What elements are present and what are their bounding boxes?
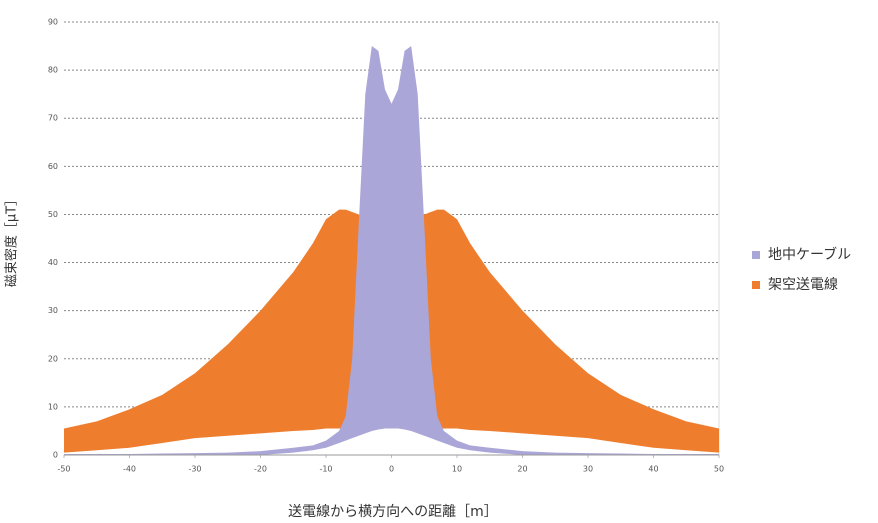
legend-swatch <box>752 281 760 289</box>
legend-swatch <box>752 251 760 259</box>
x-tick-label: 40 <box>648 465 658 474</box>
y-tick-label: 90 <box>48 18 58 27</box>
y-tick-label: 20 <box>48 354 58 363</box>
y-tick-label: 70 <box>48 114 58 123</box>
legend-label: 架空送電線 <box>768 277 838 293</box>
y-axis-label: 磁束密度［μT］ <box>4 193 20 287</box>
x-tick-label: -40 <box>123 465 136 474</box>
x-tick-label: 50 <box>714 465 724 474</box>
x-tick-label: 10 <box>452 465 462 474</box>
series-area <box>64 46 719 456</box>
x-tick-label: -10 <box>319 465 332 474</box>
y-tick-label: 40 <box>48 258 58 267</box>
x-tick-label: 0 <box>389 465 394 474</box>
y-tick-label: 60 <box>48 162 58 171</box>
y-tick-label: 80 <box>48 66 58 75</box>
x-axis-label: 送電線から横方向への距離［m］ <box>288 503 498 520</box>
legend-label: 地中ケーブル <box>768 246 851 263</box>
y-tick-label: 10 <box>48 402 58 411</box>
x-tick-label: 20 <box>517 465 527 474</box>
x-tick-label: -20 <box>254 465 267 474</box>
y-tick-label: 50 <box>48 210 58 219</box>
x-tick-label: -30 <box>188 465 201 474</box>
y-tick-label: 30 <box>48 306 58 315</box>
x-tick-label: -50 <box>57 465 70 474</box>
y-tick-label: 0 <box>53 451 58 460</box>
x-tick-label: 30 <box>583 465 593 474</box>
